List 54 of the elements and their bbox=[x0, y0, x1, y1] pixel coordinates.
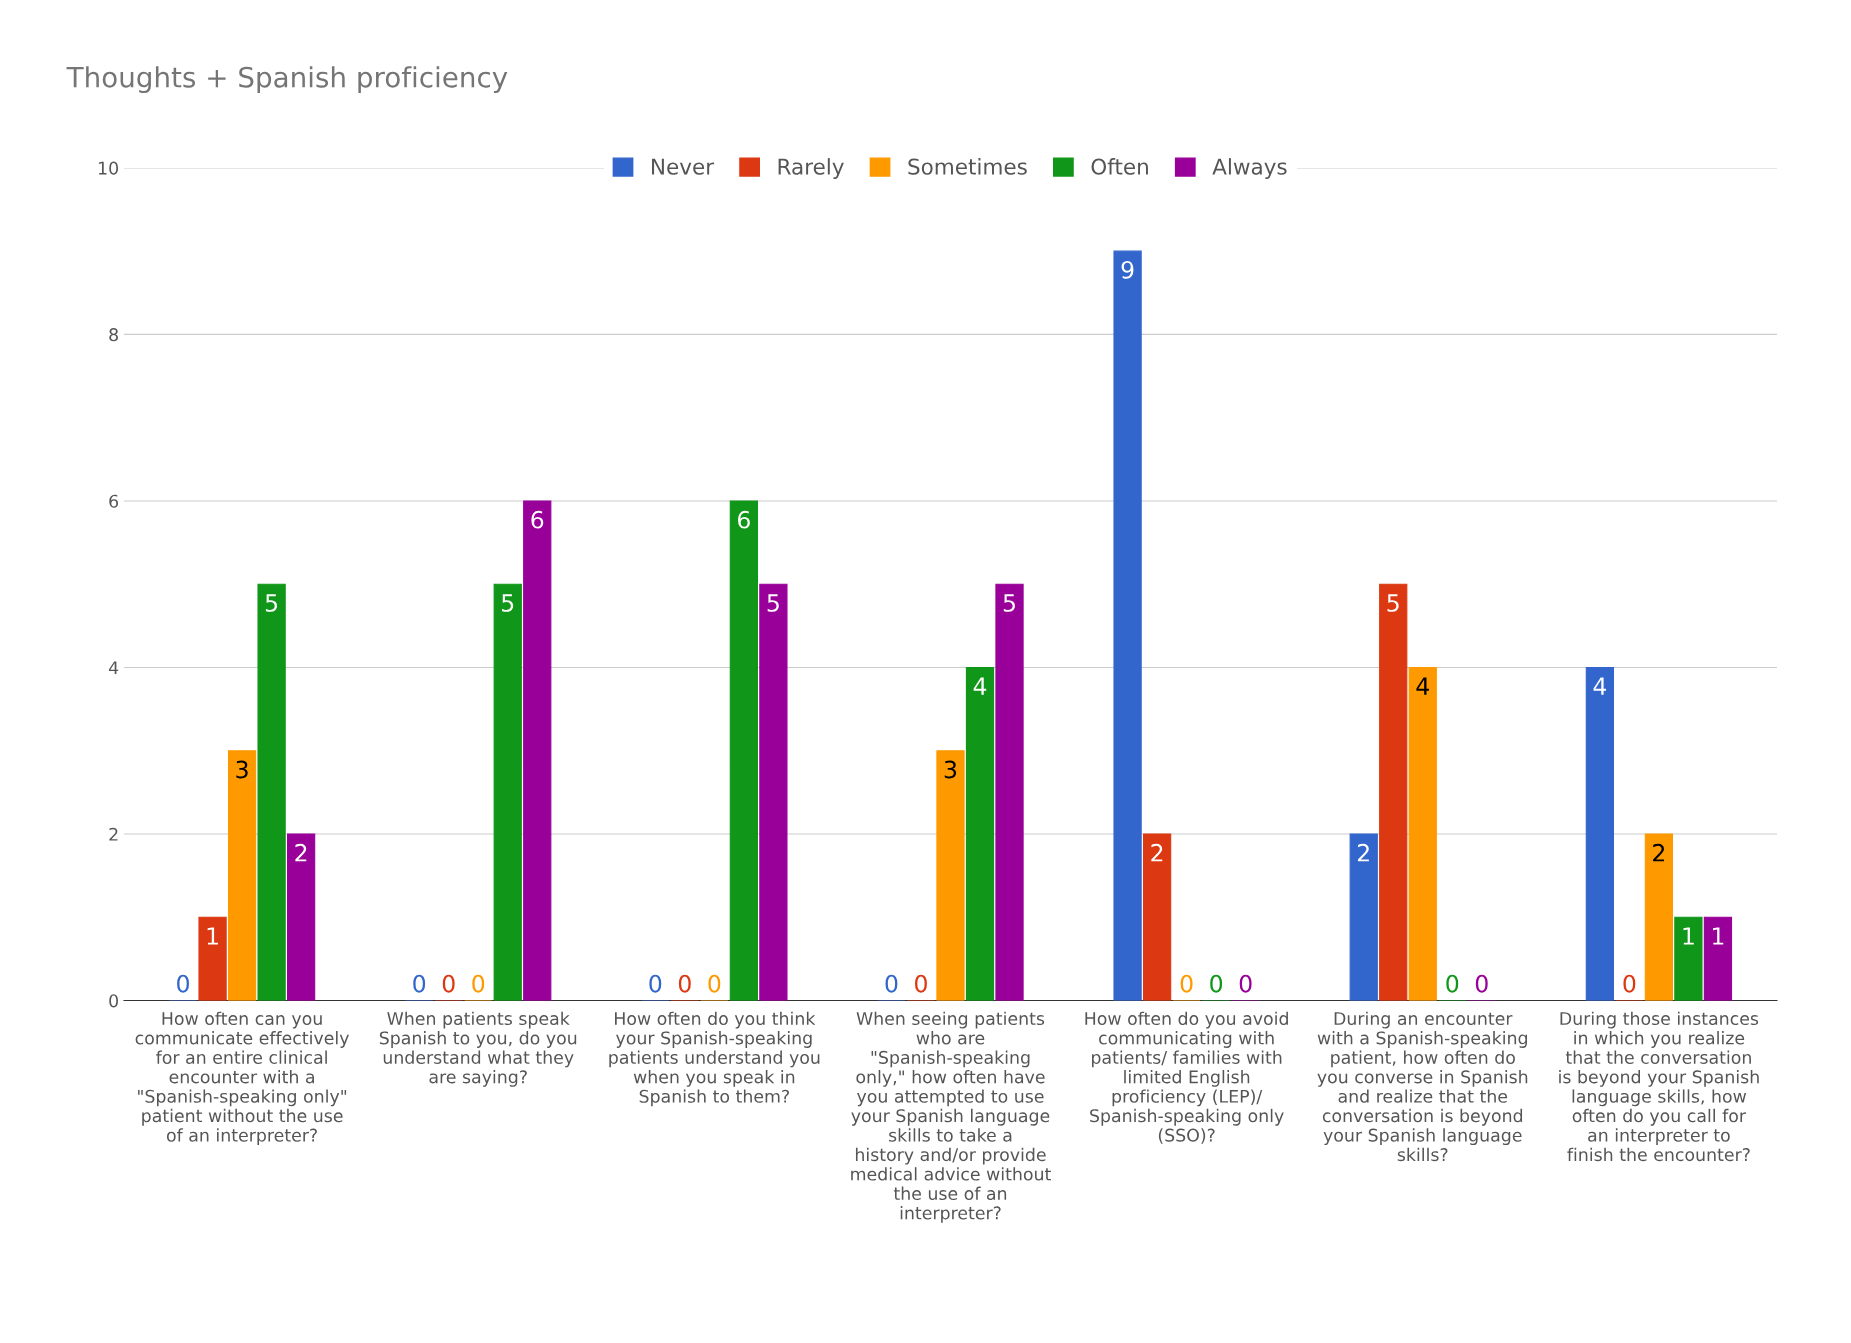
x-tick-label: When patients speak Spanish to you, do you understand what they are saying? bbox=[379, 1011, 577, 1087]
data-label: 6 bbox=[531, 510, 544, 529]
data-label: 0 bbox=[708, 974, 721, 993]
legend-label: Often bbox=[1091, 158, 1148, 175]
y-tick-label: 4 bbox=[108, 661, 119, 675]
data-label: 0 bbox=[1210, 974, 1223, 993]
data-label: 0 bbox=[472, 974, 485, 993]
data-label: 4 bbox=[1593, 677, 1607, 695]
category-label: When seeing patients who are "Spanish-speaking only," how often have you attempted to use your Spanish language skills to take a history and/or provide medical advice without the use of an interpreter? bbox=[851, 1011, 1051, 1223]
y-tick-label: 0 bbox=[109, 994, 118, 1008]
data-label: 5 bbox=[502, 594, 514, 612]
legend-label: Rarely bbox=[778, 158, 844, 179]
data-label: 0 bbox=[1239, 974, 1252, 993]
data-label: 1 bbox=[1683, 927, 1694, 945]
legend-label: Always bbox=[1212, 158, 1287, 179]
legend-label: Never bbox=[652, 158, 715, 175]
x-tick-label: How often do you avoid communicating with patients/ families with limited English proficiency (LEP)/ Spanish-speaking only (SSO)? bbox=[1085, 1011, 1288, 1144]
data-label: 4 bbox=[973, 677, 987, 695]
data-label: 3 bbox=[236, 760, 248, 779]
data-label: 0 bbox=[177, 974, 189, 993]
y-tick-label: 8 bbox=[109, 328, 118, 342]
data-label: 1 bbox=[1713, 927, 1724, 945]
x-tick-label: During those instances in which you realize that the conversation is beyond your Spanish language skills, how often do you call for an interpreter to finish the encounter? bbox=[1559, 1011, 1759, 1162]
data-label: 5 bbox=[767, 594, 779, 612]
data-label: 0 bbox=[1623, 974, 1636, 993]
data-label: 9 bbox=[1121, 260, 1134, 279]
x-tick-label: How often can you communicate effectively for an entire clinical encounter with a "Spanish-speaking only" patient without the use of an interpreter? bbox=[135, 1011, 349, 1146]
data-label: 0 bbox=[442, 974, 455, 993]
data-label: 0 bbox=[1180, 974, 1193, 993]
x-tick-label: How often do you think your Spanish-speaking patients understand you when you speak in Spanish to them? bbox=[609, 1011, 820, 1107]
data-label: 4 bbox=[1416, 677, 1429, 695]
data-label: 6 bbox=[738, 510, 750, 529]
data-label: 2 bbox=[1357, 843, 1369, 862]
data-label: 0 bbox=[1446, 974, 1459, 993]
data-label: 0 bbox=[885, 974, 898, 993]
chart-title: Thoughts + Spanish proficiency bbox=[66, 66, 508, 94]
data-label: 0 bbox=[678, 974, 691, 993]
data-label: 3 bbox=[944, 760, 957, 779]
data-label: 0 bbox=[649, 974, 662, 993]
y-tick-label: 10 bbox=[98, 161, 118, 175]
y-tick-label: 6 bbox=[109, 494, 119, 508]
data-label: 2 bbox=[1653, 843, 1665, 862]
data-label: 5 bbox=[265, 594, 278, 612]
x-tick-label: During an encounter with a Spanish-speaking patient, how often do you converse in Spanish and realize that the conversation is beyond your Spanish language skills? bbox=[1317, 1011, 1528, 1162]
data-label: 0 bbox=[1475, 974, 1488, 993]
data-label: 0 bbox=[915, 974, 927, 993]
data-label: 5 bbox=[1387, 594, 1399, 612]
data-label: 2 bbox=[295, 843, 307, 862]
data-label: 0 bbox=[413, 974, 426, 993]
data-label: 2 bbox=[1151, 843, 1163, 862]
y-tick-label: 2 bbox=[109, 827, 118, 841]
data-label: 5 bbox=[1003, 594, 1015, 612]
legend-label: Sometimes bbox=[908, 158, 1027, 175]
data-label: 1 bbox=[207, 927, 218, 945]
